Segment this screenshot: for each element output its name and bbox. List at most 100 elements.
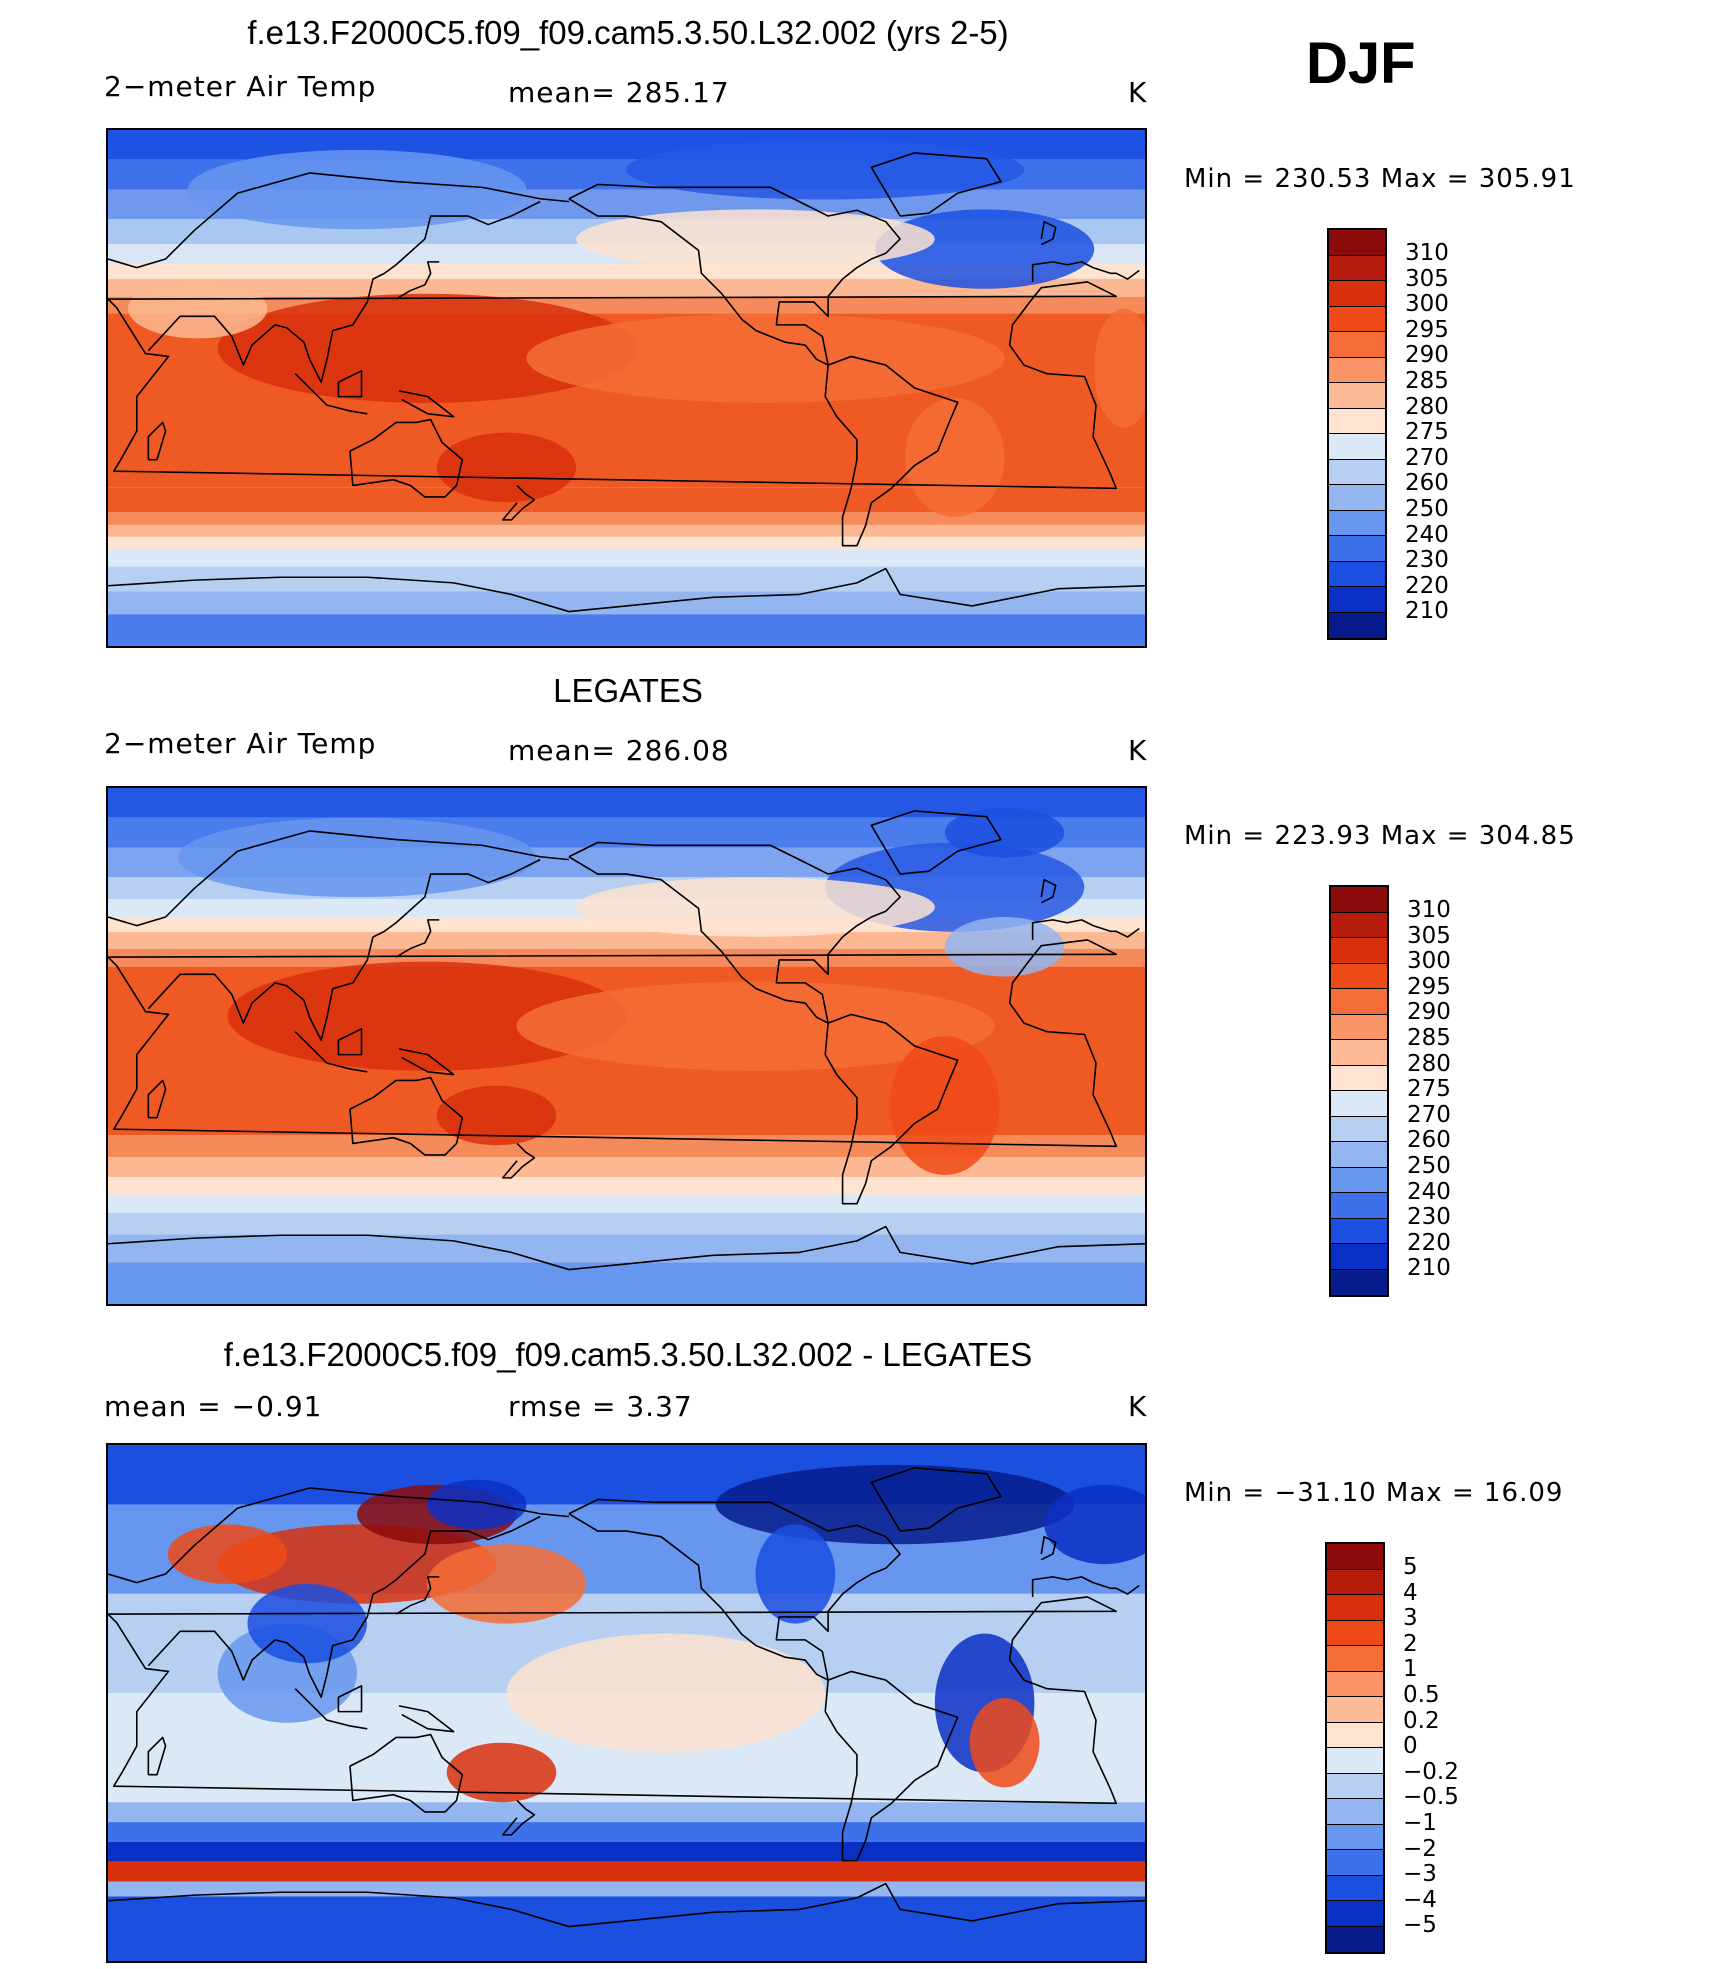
- colorbar-swatch: [1331, 963, 1387, 989]
- coastline: [108, 1596, 1118, 1805]
- colorbar-swatch: [1331, 1091, 1387, 1117]
- colorbar-swatch: [1327, 1875, 1383, 1901]
- coastline: [294, 1031, 368, 1073]
- colorbar-swatch: [1329, 510, 1385, 536]
- field-band: [108, 536, 1145, 549]
- coastline: [501, 484, 536, 521]
- colorbar-swatch: [1331, 1244, 1387, 1270]
- coastline: [108, 1882, 1145, 1928]
- colorbar-swatch: [1331, 938, 1387, 964]
- colorbar-swatch: [1329, 587, 1385, 613]
- field-band: [108, 1802, 1145, 1823]
- colorbar-tick-label: 305: [1405, 265, 1449, 292]
- coastline: [1031, 1576, 1140, 1597]
- panel-3-map-canvas: [108, 1445, 1145, 1961]
- field-band: [108, 548, 1145, 567]
- colorbar-swatch: [1327, 1748, 1383, 1774]
- colorbar-swatch: [1329, 230, 1385, 256]
- colorbar-swatch: [1327, 1799, 1383, 1825]
- coastline: [108, 1487, 570, 1584]
- field-feature: [167, 1524, 288, 1584]
- colorbar-tick-label: 250: [1405, 495, 1449, 522]
- coastline: [337, 370, 363, 398]
- field-band: [108, 566, 1145, 592]
- coastline: [1040, 1535, 1057, 1561]
- colorbar-swatch: [1331, 1218, 1387, 1244]
- colorbar-tick-label: 290: [1405, 342, 1449, 369]
- colorbar-swatch: [1327, 1824, 1383, 1850]
- coastline: [147, 858, 541, 1042]
- colorbar-tick-label: 280: [1407, 1050, 1451, 1077]
- panel-2-variable-label: 2−meter Air Temp: [104, 727, 377, 760]
- panel-1-title: f.e13.F2000C5.f09_f09.cam5.3.50.L32.002 …: [247, 14, 1009, 51]
- colorbar-tick-label: 295: [1407, 973, 1451, 1000]
- colorbar-tick-label: 230: [1407, 1204, 1451, 1231]
- coastline: [1040, 220, 1057, 246]
- colorbar-swatch: [1331, 1269, 1387, 1295]
- coastline: [1031, 919, 1140, 940]
- colorbar-tick-label: 310: [1405, 240, 1449, 266]
- colorbar-tick-label: −3: [1403, 1861, 1437, 1888]
- panel-1-minmax: Min = 230.53 Max = 305.91: [1184, 164, 1576, 194]
- colorbar-tick-label: −5: [1403, 1912, 1437, 1939]
- colorbar-swatch: [1331, 1142, 1387, 1168]
- field-band: [108, 614, 1145, 646]
- colorbar-tick-label: 295: [1405, 316, 1449, 343]
- panel-2-units: K: [1128, 734, 1148, 767]
- colorbar-swatch: [1327, 1620, 1383, 1646]
- field-feature: [944, 917, 1065, 977]
- panel-3-colorbar-labels: 5 4 3 2 1 0.5 0.2 0 −0.2 −0.5 −1 −2 −3 −4 −5: [1403, 1554, 1459, 1939]
- field-feature: [715, 1464, 1075, 1545]
- coastline: [108, 172, 570, 269]
- field-feature: [177, 817, 537, 898]
- field-band: [108, 1861, 1145, 1882]
- coastline-layer: [108, 152, 1145, 613]
- coastline: [108, 567, 1145, 613]
- colorbar-tick-label: 275: [1407, 1076, 1451, 1103]
- colorbar-tick-label: 305: [1407, 922, 1451, 949]
- coastline: [147, 200, 541, 384]
- field-band: [108, 524, 1145, 537]
- colorbar-tick-label: 260: [1405, 470, 1449, 497]
- colorbar-swatch: [1329, 332, 1385, 358]
- colorbar-tick-label: 210: [1407, 1255, 1451, 1282]
- colorbar-tick-label: 300: [1407, 948, 1451, 975]
- coastline: [501, 1799, 536, 1836]
- colorbar-swatch: [1331, 1065, 1387, 1091]
- colorbar-tick-label: 310: [1407, 897, 1451, 923]
- field-band: [108, 931, 1145, 949]
- panel-1-variable-label: 2−meter Air Temp: [104, 70, 377, 103]
- panel-3-colorbar: [1325, 1542, 1385, 1954]
- coastline: [568, 183, 901, 366]
- coastline: [398, 1705, 455, 1733]
- field-band: [108, 1157, 1145, 1177]
- field-feature: [1044, 1484, 1145, 1565]
- colorbar-swatch: [1331, 912, 1387, 938]
- field-feature: [889, 1036, 1000, 1175]
- field-feature: [526, 313, 1005, 403]
- colorbar-swatch: [1327, 1926, 1383, 1952]
- field-band: [108, 1822, 1145, 1842]
- field-layer: [108, 130, 1145, 646]
- panel-3-units: K: [1128, 1390, 1148, 1423]
- colorbar-swatch: [1327, 1544, 1383, 1570]
- panel-3-mean-label: mean = −0.91: [104, 1390, 323, 1423]
- coastline: [147, 1736, 167, 1776]
- colorbar-swatch: [1327, 1569, 1383, 1595]
- coastline: [147, 1079, 167, 1119]
- field-band: [108, 1212, 1145, 1235]
- colorbar-tick-label: 1: [1403, 1656, 1418, 1683]
- field-feature: [516, 981, 995, 1071]
- colorbar-tick-label: 285: [1405, 367, 1449, 394]
- panel-3-minmax: Min = −31.10 Max = 16.09: [1184, 1478, 1564, 1508]
- field-feature: [127, 278, 268, 339]
- colorbar-swatch: [1329, 485, 1385, 511]
- colorbar-tick-label: 3: [1403, 1605, 1418, 1632]
- field-feature: [436, 1085, 557, 1146]
- coastline: [568, 1498, 901, 1681]
- panel-2-mean-label: mean= 286.08: [508, 734, 730, 767]
- field-band: [108, 512, 1145, 525]
- panel-1-units: K: [1128, 76, 1148, 109]
- colorbar-tick-label: 220: [1405, 572, 1449, 599]
- colorbar-tick-label: 4: [1403, 1579, 1418, 1606]
